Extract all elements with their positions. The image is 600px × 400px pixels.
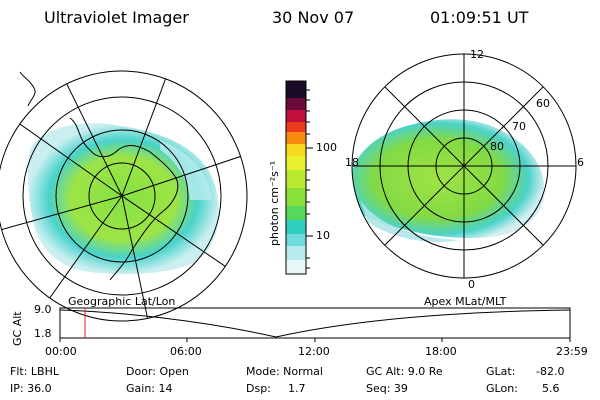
mlt-label-6: 6 (577, 156, 584, 169)
gc-alt-readout: GC Alt: 9.0 Re (366, 365, 443, 378)
gain-readout: Gain: 14 (126, 382, 173, 395)
glat-value: -82.0 (536, 365, 565, 378)
aurora-emission (27, 123, 219, 275)
colorbar (285, 80, 313, 275)
time-tick-1200: 12:00 (298, 345, 330, 358)
glat-label: GLat: (486, 365, 516, 378)
altitude-curve (59, 309, 571, 338)
time-tick-2359: 23:59 (556, 345, 588, 358)
dsp-label: Dsp: (246, 382, 271, 395)
mlt-label-12: 12 (470, 48, 484, 61)
gc-alt-axis-label: GC Alt (11, 311, 24, 346)
lat-label-70: 70 (512, 120, 526, 133)
magnetic-map (351, 53, 577, 279)
geographic-map (0, 70, 248, 322)
altitude-plot (59, 307, 571, 342)
date-readout: 30 Nov 07 (272, 8, 355, 27)
glon-value: 5.6 (542, 382, 560, 395)
ip-readout: IP: 36.0 (10, 382, 52, 395)
mode-readout: Mode: Normal (246, 365, 323, 378)
geographic-caption: Geographic Lat/Lon (68, 295, 176, 308)
mlt-label-0: 0 (468, 278, 475, 291)
lat-label-60: 60 (536, 97, 550, 110)
filter-readout: Flt: LBHL (10, 365, 59, 378)
auroral-oval (352, 119, 545, 239)
lat-label-80: 80 (490, 140, 504, 153)
app-title: Ultraviolet Imager (44, 8, 189, 27)
time-tick-1800: 18:00 (425, 345, 457, 358)
mlt-label-18: 18 (345, 156, 359, 169)
alt-tick-9: 9.0 (34, 303, 52, 316)
time-tick-0600: 06:00 (170, 345, 202, 358)
door-readout: Door: Open (126, 365, 189, 378)
glon-label: GLon: (486, 382, 518, 395)
colorbar-tick-100: 100 (316, 141, 337, 154)
colorbar-tick-10: 10 (316, 229, 330, 242)
time-tick-0000: 00:00 (45, 345, 77, 358)
colorbar-unit-label: photon cm⁻²s⁻¹ (268, 160, 281, 246)
dsp-value: 1.7 (288, 382, 306, 395)
alt-tick-1-8: 1.8 (34, 327, 52, 340)
apex-caption: Apex MLat/MLT (424, 295, 507, 308)
seq-readout: Seq: 39 (366, 382, 408, 395)
coastline (69, 117, 179, 281)
time-readout: 01:09:51 UT (430, 8, 529, 27)
